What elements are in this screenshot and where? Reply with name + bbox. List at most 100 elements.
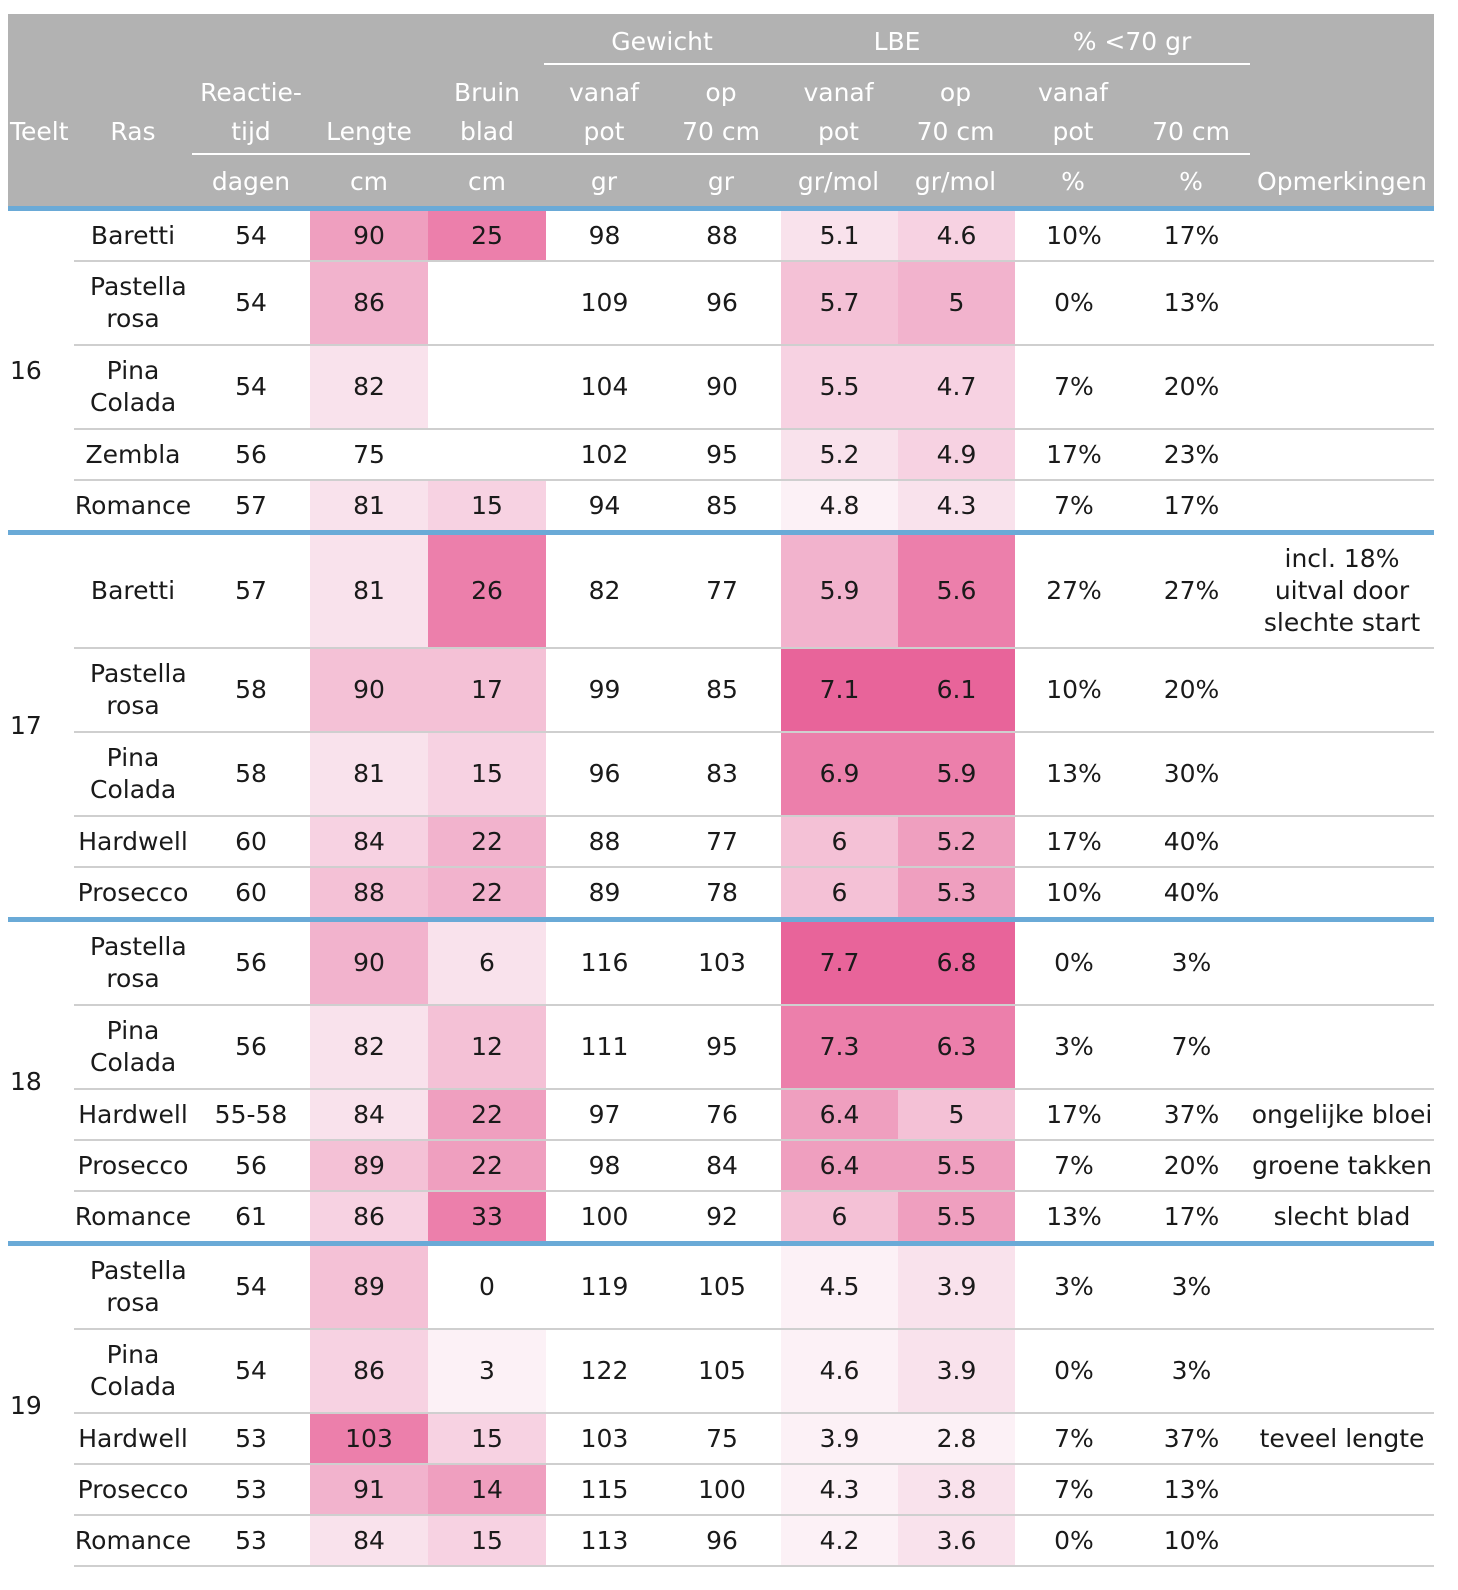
pct-pot-cell: 17% [1015,816,1133,868]
bruin-blad-cell: 22 [428,1089,546,1141]
gewicht-70cm-cell: 92 [663,1191,781,1245]
table-row: Romance 53 84 15 113 96 4.2 3.6 0% 10% [8,1515,1434,1567]
reactietijd-cell: 60 [192,867,310,921]
lengte-cell: 103 [310,1413,428,1465]
lengte-cell: 81 [310,530,428,649]
pct-70cm-cell: 3% [1133,1329,1250,1414]
pct-70cm-cell: 3% [1133,1241,1250,1330]
ras-cell: Prosecco [74,1140,192,1192]
reactietijd-cell: 56 [192,1005,310,1090]
pct-pot-cell: 7% [1015,1140,1133,1192]
table-row: Hardwell 55-58 84 22 97 76 6.4 5 17% 37% ongelijke… [8,1089,1434,1141]
pct-pot-cell: 10% [1015,867,1133,921]
header-lbe: LBE [873,27,921,56]
pct-70cm-cell: 13% [1133,1464,1250,1516]
gewicht-pot-cell: 111 [546,1005,663,1090]
gewicht-pot-cell: 94 [546,480,663,534]
table-row: Pina Colada 54 82 104 90 5.5 4.7 7% 20% [8,345,1434,430]
gewicht-70cm-cell: 105 [663,1329,781,1414]
ras-cell: Hardwell [74,1413,192,1465]
gewicht-pot-cell: 82 [546,530,663,649]
header-gewicht: Gewicht [611,27,713,56]
reactietijd-cell: 54 [192,261,310,346]
lbe-70cm-cell: 5.9 [898,732,1015,817]
ras-cell: Pastella rosa [74,261,192,346]
pct-70cm-cell: 23% [1133,429,1250,481]
pct-70cm-cell: 20% [1133,648,1250,733]
table-row: 19 Pastella rosa 54 89 0 119 105 4.5 3.9 3% 3% [8,1241,1434,1566]
teelt-group: 17 Baretti 57 81 26 82 77 5.9 5.6 27% 27% incl. 18%… [8,530,1434,921]
teelt-group: 18 Pastella rosa 56 90 6 116 103 7.7 6.8 0% 3% Pina… [8,917,1434,1245]
unit-lengte: cm [349,167,389,196]
unit-gew-70: gr [707,167,735,196]
bruin-blad-cell: 22 [428,1140,546,1192]
lengte-cell: 82 [310,1005,428,1090]
reactietijd-cell: 53 [192,1464,310,1516]
lbe-pot-cell: 4.2 [781,1515,898,1567]
header-pct70: % <70 gr [1072,27,1192,56]
ras-cell: Pina Colada [74,732,192,817]
header-ras: Ras [110,117,156,146]
pct-pot-cell: 0% [1015,1329,1133,1414]
lengte-cell: 91 [310,1464,428,1516]
pct-70cm-cell: 10% [1133,1515,1250,1567]
lbe-pot-cell: 7.1 [781,648,898,733]
pct-70cm-cell: 30% [1133,732,1250,817]
lbe-70cm-cell: 3.9 [898,1329,1015,1414]
gewicht-70cm-cell: 75 [663,1413,781,1465]
header-pct-pot: pot [1052,117,1094,146]
pct-pot-cell: 0% [1015,917,1133,1006]
lbe-70cm-cell: 3.9 [898,1241,1015,1330]
lbe-70cm-cell: 5.5 [898,1191,1015,1245]
pct-pot-cell: 10% [1015,206,1133,262]
table-row: Pastella rosa 54 86 109 96 5.7 5 0% 13% [8,261,1434,346]
opmerkingen-cell [1250,1005,1434,1090]
gewicht-70cm-cell: 95 [663,1005,781,1090]
table-row: Prosecco 56 89 22 98 84 6.4 5.5 7% 20% groene takk… [8,1140,1434,1192]
lbe-70cm-cell: 3.6 [898,1515,1015,1567]
gewicht-70cm-cell: 96 [663,261,781,346]
bruin-blad-cell [428,429,546,481]
lbe-pot-cell: 6 [781,816,898,868]
gewicht-70cm-cell: 90 [663,345,781,430]
table-row: Romance 61 86 33 100 92 6 5.5 13% 17% slecht blad [8,1191,1434,1245]
bruin-blad-cell: 12 [428,1005,546,1090]
lbe-pot-cell: 5.1 [781,206,898,262]
lbe-pot-cell: 6.9 [781,732,898,817]
pct-pot-cell: 13% [1015,1191,1133,1245]
gewicht-70cm-cell: 78 [663,867,781,921]
lbe-pot-cell: 3.9 [781,1413,898,1465]
bruin-blad-cell: 15 [428,480,546,534]
pct-70cm-cell: 17% [1133,480,1250,534]
lbe-pot-cell: 5.7 [781,261,898,346]
gewicht-70cm-cell: 100 [663,1464,781,1516]
lbe-pot-cell: 7.7 [781,917,898,1006]
lbe-70cm-cell: 5.3 [898,867,1015,921]
ras-cell: Pastella rosa [74,648,192,733]
table-row: Pina Colada 56 82 12 111 95 7.3 6.3 3% 7% [8,1005,1434,1090]
table-row: 18 Pastella rosa 56 90 6 116 103 7.7 6.8 0% 3% [8,917,1434,1244]
header-bruin-line1: Bruin [453,78,521,107]
gewicht-70cm-cell: 83 [663,732,781,817]
teelt-cell: 18 [8,917,74,1244]
reactietijd-cell: 54 [192,206,310,262]
ras-cell: Romance [74,1515,192,1567]
bruin-blad-cell: 22 [428,867,546,921]
table-row: 16 Baretti 54 90 25 98 88 5.1 4.6 10% 17% [8,206,1434,533]
reactietijd-cell: 58 [192,648,310,733]
reactietijd-cell: 56 [192,429,310,481]
reactietijd-cell: 60 [192,816,310,868]
opmerkingen-cell [1250,1464,1434,1516]
bruin-blad-cell: 15 [428,1413,546,1465]
reactietijd-cell: 57 [192,530,310,649]
gewicht-70cm-cell: 76 [663,1089,781,1141]
lbe-pot-cell: 5.9 [781,530,898,649]
bruin-blad-cell: 0 [428,1241,546,1330]
pct-70cm-cell: 3% [1133,917,1250,1006]
gewicht-pot-cell: 109 [546,261,663,346]
lbe-70cm-cell: 2.8 [898,1413,1015,1465]
unit-lbe-70: gr/mol [914,167,997,196]
pct-70cm-cell: 27% [1133,530,1250,649]
gewicht-pot-cell: 100 [546,1191,663,1245]
gewicht-pot-cell: 96 [546,732,663,817]
